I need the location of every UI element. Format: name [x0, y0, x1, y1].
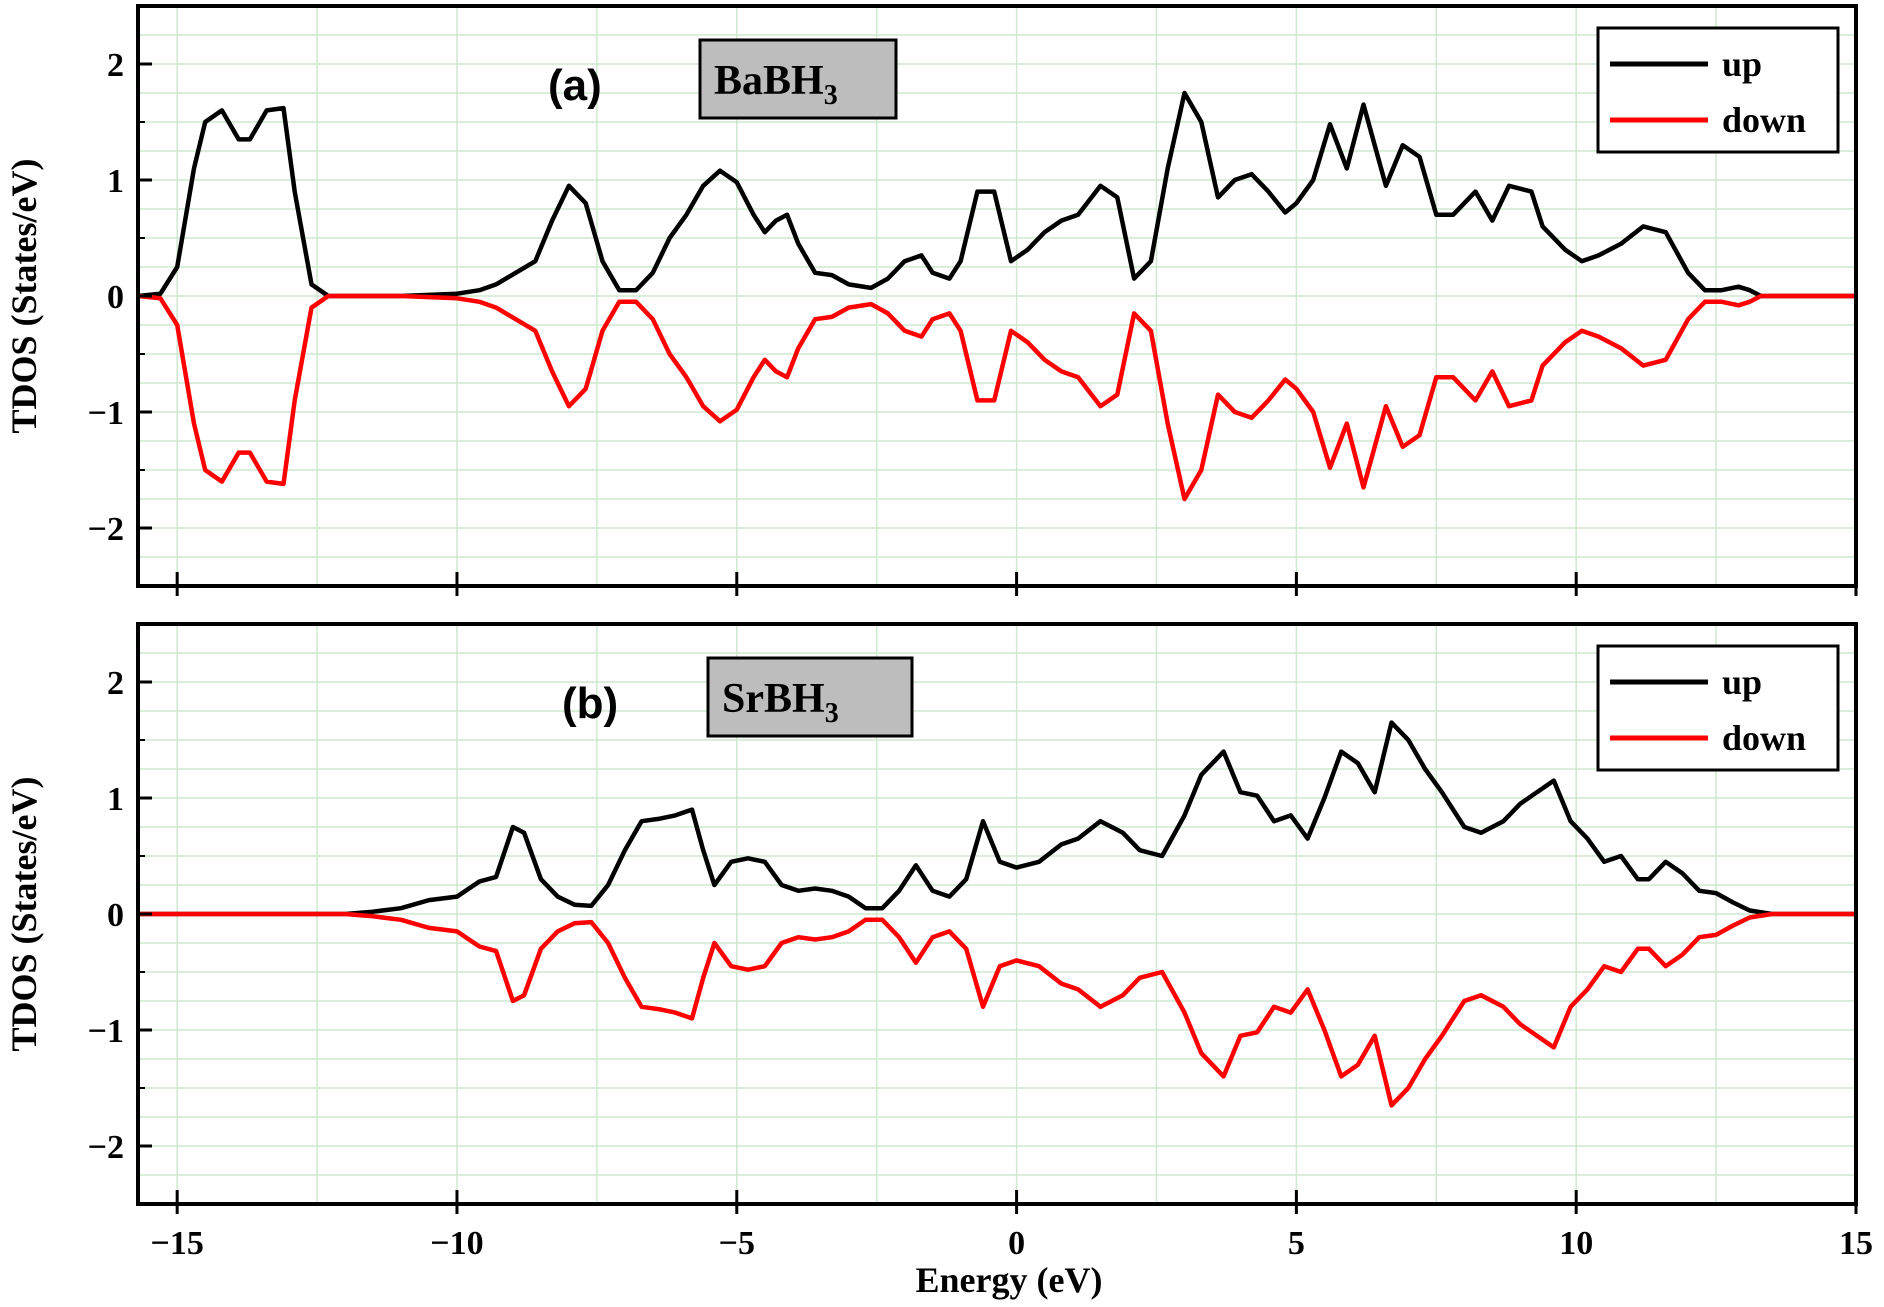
panel-a-compound-box: BaBH3	[698, 38, 898, 120]
panel-b-ytick-label-1: −1	[88, 1013, 124, 1050]
panel-b-ytick-label-2: 0	[107, 897, 124, 934]
panel-b-compound-base: SrBH	[722, 676, 825, 722]
panel-b-ytick-label-4: 2	[107, 665, 124, 702]
panel-a-ytick-label-1: −1	[88, 395, 124, 432]
panel-a-legend-up: up	[1722, 44, 1762, 84]
panel-b-ytick-label-0: −2	[88, 1129, 124, 1166]
panel-a-legend-box	[1596, 26, 1840, 154]
panel-b-xtick-label-4: 5	[1288, 1225, 1305, 1262]
panel-b-compound-label: SrBH3	[722, 676, 839, 729]
panel-a-y-axis-title: TDOS (States/eV)	[4, 159, 44, 434]
panel-a-series-down	[137, 293, 1856, 502]
panel-b-legend-down: down	[1722, 718, 1806, 758]
panel-a-compound-label: BaBH3	[714, 58, 838, 111]
panel-b-legend-up: up	[1722, 662, 1762, 702]
panel-b-xtick-label-6: 15	[1839, 1225, 1873, 1262]
panel-a-ytick-label-0: −2	[88, 511, 124, 548]
panel-b-series-down	[138, 911, 1856, 1108]
panel-b-label: (b)	[562, 679, 618, 728]
panel-a-series-up	[137, 90, 1856, 299]
panel-b-series-up	[138, 720, 1856, 917]
panel-a-ticks	[138, 5, 1858, 596]
panel-b-compound-subscript: 3	[825, 698, 839, 729]
panel-a-ytick-label-4: 2	[107, 47, 124, 84]
panel-b-ytick-label-3: 1	[107, 781, 124, 818]
panel-b-xtick-label-5: 10	[1559, 1225, 1593, 1262]
panel-a-legend: up down	[1596, 26, 1840, 154]
panel-b-xtick-label-3: 0	[1008, 1225, 1025, 1262]
panel-b-y-axis-title: TDOS (States/eV)	[4, 777, 44, 1052]
panel-a-compound-base: BaBH	[714, 58, 824, 104]
panel-a-compound-bg	[698, 38, 898, 120]
panel-a-legend-down: down	[1722, 100, 1806, 140]
panel-b-compound-box: SrBH3	[706, 656, 914, 738]
panel-b-series	[138, 720, 1856, 1108]
panel-a-compound-subscript: 3	[824, 80, 838, 111]
panel-a-series	[137, 90, 1856, 502]
panel-a-ytick-label-2: 0	[107, 279, 124, 316]
panel-a-label: (a)	[548, 61, 602, 110]
panel-b-xtick-label-2: −5	[719, 1225, 755, 1262]
panel-b-xtick-label-1: −10	[430, 1225, 483, 1262]
x-axis-title: Energy (eV)	[916, 1260, 1103, 1300]
panel-b-xtick-label-0: −15	[150, 1225, 203, 1262]
panel-a-tick-labels: −2 −1 0 1 2	[88, 47, 124, 548]
panel-b-legend-box	[1596, 644, 1840, 772]
panel-a-ytick-label-3: 1	[107, 163, 124, 200]
panel-b-compound-bg	[706, 656, 914, 738]
panel-a: −2 −1 0 1 2 (a) BaBH3 up down TDOS (States/e…	[4, 4, 1858, 596]
panel-b-ticks	[138, 623, 1858, 1214]
panel-b-legend: up down	[1596, 644, 1840, 772]
